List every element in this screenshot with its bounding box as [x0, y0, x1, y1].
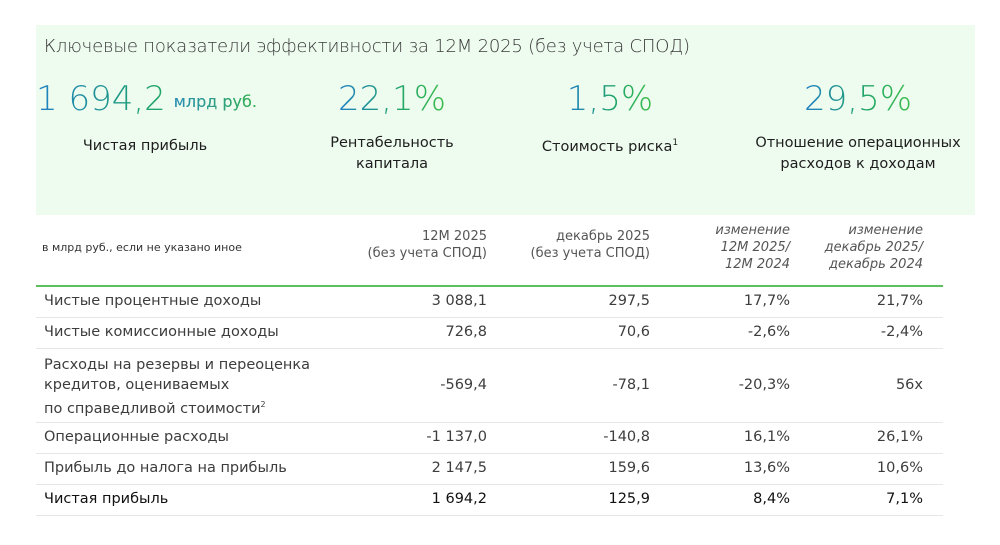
table-row-total: Чистая прибыль 1 694,2 125,9 8,4% 7,1%: [36, 485, 943, 516]
column-header-change-dec: изменение декабрь 2025/ декабрь 2024: [825, 222, 923, 273]
cell-change-dec: 26,1%: [876, 429, 923, 445]
row-label-line3: по справедливой стоимости2: [44, 395, 310, 419]
kpi-label-line1: Стоимость риска: [541, 138, 673, 155]
column-header-line2: (без учета СПОД): [530, 246, 651, 261]
kpi-value: 22,1%: [337, 79, 446, 119]
kpi-net-profit: 1 694,2 млрд руб. Чистая прибыль: [36, 77, 257, 157]
cell-change-dec: 7,1%: [886, 491, 923, 507]
kpi-label-line2: расходов к доходам: [780, 156, 936, 172]
row-label-line2: кредитов, оцениваемых: [44, 377, 230, 393]
kpi-cost-of-risk: 1,5% Стоимость риска1: [520, 77, 700, 158]
cell-change-dec: 56x: [895, 377, 923, 393]
footnote-marker: 1: [672, 138, 679, 148]
kpi-value: 1 694,2 млрд руб.: [36, 77, 257, 124]
cell-change-12m: 13,6%: [743, 460, 790, 476]
cell-change-12m: 16,1%: [743, 429, 790, 445]
kpi-label-line1: Рентабельность: [330, 135, 454, 151]
cell-12m-2025: -1 137,0: [426, 429, 487, 445]
kpi-number: 1 694,2: [36, 79, 166, 119]
kpi-label-line1: Отношение операционных: [755, 135, 961, 151]
kpi-roe: 22,1% Рентабельность капитала: [296, 77, 488, 175]
cell-dec-2025: 70,6: [617, 324, 650, 340]
cell-change-dec: 10,6%: [876, 460, 923, 476]
cell-change-12m: -2,6%: [747, 324, 790, 340]
cell-12m-2025: 2 147,5: [431, 460, 487, 476]
footnote-marker: 2: [260, 400, 266, 409]
cell-change-dec: 21,7%: [876, 293, 923, 309]
kpi-label-line2: капитала: [355, 156, 429, 172]
row-label-line1: Расходы на резервы и переоценка: [44, 357, 311, 373]
row-label-text: по справедливой стоимости: [44, 400, 261, 417]
kpi-label: Отношение операционных расходов к дохода…: [743, 133, 973, 175]
cell-12m-2025: 1 694,2: [431, 491, 487, 507]
cell-change-12m: 17,7%: [743, 293, 790, 309]
cell-change-12m: 8,4%: [753, 491, 790, 507]
column-header-line1: изменение: [848, 223, 923, 238]
column-header-line1: изменение: [715, 223, 790, 238]
table-row: Чистые процентные доходы 3 088,1 297,5 1…: [36, 287, 943, 318]
column-header-12m-2025: 12М 2025 (без учета СПОД): [368, 228, 488, 262]
column-header-line2: декабрь 2025/: [824, 240, 923, 255]
table-header: в млрд руб., если не указано иное 12М 20…: [36, 220, 943, 285]
cell-12m-2025: 726,8: [445, 324, 487, 340]
column-header-line2: (без учета СПОД): [367, 246, 488, 261]
panel-title: Ключевые показатели эффективности за 12М…: [44, 36, 690, 57]
cell-dec-2025: 125,9: [608, 491, 650, 507]
kpi-value: 29,5%: [803, 79, 912, 119]
column-header-change-12m: изменение 12М 2025/ 12М 2024: [715, 222, 790, 273]
kpi-label-line1: Чистая прибыль: [82, 138, 208, 154]
cell-dec-2025: 297,5: [608, 293, 650, 309]
row-label: Чистые процентные доходы: [44, 293, 262, 309]
row-label: Расходы на резервы и переоценка кредитов…: [44, 355, 310, 419]
table-row: Расходы на резервы и переоценка кредитов…: [36, 349, 943, 423]
cell-change-12m: -20,3%: [738, 377, 790, 393]
row-label: Прибыль до налога на прибыль: [44, 460, 287, 476]
kpi-cost-income-ratio: 29,5% Отношение операционных расходов к …: [743, 77, 973, 175]
column-header-line3: 12М 2024: [725, 257, 790, 272]
row-label: Чистые комиссионные доходы: [44, 324, 279, 340]
kpi-label: Стоимость риска1: [520, 133, 700, 158]
cell-change-dec: -2,4%: [880, 324, 923, 340]
column-header-line1: 12М 2025: [422, 229, 487, 244]
row-label: Чистая прибыль: [44, 491, 169, 507]
column-header-line2: 12М 2025/: [720, 240, 790, 255]
column-header-line3: декабрь 2024: [829, 257, 923, 272]
cell-dec-2025: -140,8: [603, 429, 650, 445]
kpi-label: Чистая прибыль: [36, 136, 254, 157]
cell-12m-2025: 3 088,1: [431, 293, 487, 309]
kpi-panel: Ключевые показатели эффективности за 12М…: [36, 25, 975, 215]
cell-12m-2025: -569,4: [440, 377, 487, 393]
table-row: Операционные расходы -1 137,0 -140,8 16,…: [36, 423, 943, 454]
column-header-line1: декабрь 2025: [556, 229, 650, 244]
row-label: Операционные расходы: [44, 429, 229, 445]
kpi-unit: млрд руб.: [173, 92, 257, 111]
kpi-value: 1,5%: [566, 79, 654, 119]
table-row: Прибыль до налога на прибыль 2 147,5 159…: [36, 454, 943, 485]
table-row: Чистые комиссионные доходы 726,8 70,6 -2…: [36, 318, 943, 349]
unit-note: в млрд руб., если не указано иное: [42, 241, 242, 254]
column-header-dec-2025: декабрь 2025 (без учета СПОД): [531, 228, 651, 262]
cell-dec-2025: -78,1: [612, 377, 650, 393]
header-divider: [36, 285, 943, 287]
cell-dec-2025: 159,6: [608, 460, 650, 476]
financials-table: в млрд руб., если не указано иное 12М 20…: [36, 220, 943, 516]
kpi-label: Рентабельность капитала: [296, 133, 488, 175]
